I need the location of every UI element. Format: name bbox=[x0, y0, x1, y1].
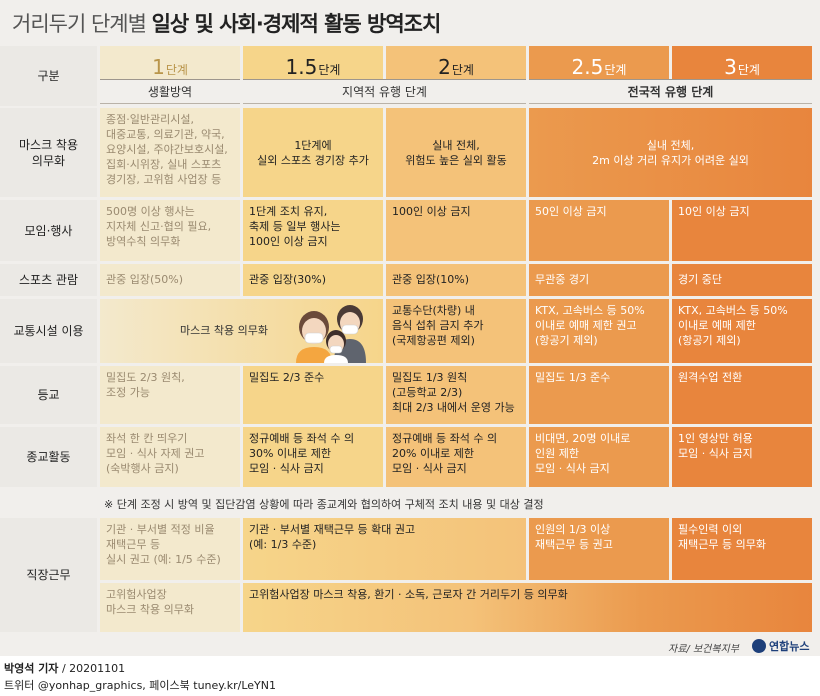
yonhap-logo: 연합뉴스 bbox=[752, 638, 809, 654]
level-2-num: 2 bbox=[438, 55, 451, 79]
credit-line: 박영석 기자 / 20201101 bbox=[4, 660, 125, 676]
school-level-1: 밀집도 2/3 원칙, 조정 가능 bbox=[100, 366, 240, 424]
level-1-5-unit: 단계 bbox=[318, 63, 341, 77]
sports-level-3: 경기 중단 bbox=[672, 264, 812, 296]
level-1-5-header: 1.5 단계 bbox=[243, 46, 383, 79]
religion-level-2-5: 비대면, 20명 이내로 인원 제한 모임 · 식사 금지 bbox=[529, 427, 669, 487]
phase-routine: 생활방역 bbox=[100, 79, 240, 104]
religion-level-2: 정규예배 등 좌석 수 의 20% 이내로 제한 모임 · 식사 금지 bbox=[386, 427, 526, 487]
work-highrisk-level-1-5-3: 고위험사업장 마스크 착용, 환기 · 소독, 근로자 간 거리두기 등 의무화 bbox=[243, 583, 812, 632]
level-3-num: 3 bbox=[724, 55, 737, 79]
sports-level-2: 관중 입장(10%) bbox=[386, 264, 526, 296]
gathering-level-2-5: 50인 이상 금지 bbox=[529, 200, 669, 261]
level-2-5-unit: 단계 bbox=[604, 63, 627, 77]
school-level-2: 밀집도 1/3 원칙 (고등학교 2/3) 최대 2/3 내에서 운영 가능 bbox=[386, 366, 526, 424]
mask-level-1-5: 1단계에 실외 스포츠 경기장 추가 bbox=[243, 108, 383, 197]
header-label: 구분 bbox=[0, 46, 97, 106]
religion-level-1-5: 정규예배 등 좌석 수 의 30% 이내로 제한 모임 · 식사 금지 bbox=[243, 427, 383, 487]
sports-level-1-5: 관중 입장(30%) bbox=[243, 264, 383, 296]
level-1-num: 1 bbox=[152, 55, 165, 79]
work-remote-level-2-5: 인원의 1/3 이상 재택근무 등 권고 bbox=[529, 518, 669, 580]
page-title: 거리두기 단계별 일상 및 사회·경제적 활동 방역조치 bbox=[12, 8, 442, 38]
religion-level-3: 1인 영상만 허용 모임 · 식사 금지 bbox=[672, 427, 812, 487]
transport-level-2: 교통수단(차량) 내 음식 섭취 금지 추가 (국제항공편 제외) bbox=[386, 299, 526, 363]
title-light: 거리두기 단계별 bbox=[12, 12, 147, 36]
row-label-religion: 종교활동 bbox=[0, 427, 97, 487]
sports-level-2-5: 무관중 경기 bbox=[529, 264, 669, 296]
title-bold: 일상 및 사회·경제적 활동 방역조치 bbox=[151, 12, 442, 36]
level-3-header: 3 단계 bbox=[672, 46, 812, 79]
row-label-sports: 스포츠 관람 bbox=[0, 264, 97, 296]
gathering-level-3: 10인 이상 금지 bbox=[672, 200, 812, 261]
row-label-transport: 교통시설 이용 bbox=[0, 299, 97, 363]
people-with-masks-icon bbox=[296, 305, 366, 363]
mask-level-2-5-3: 실내 전체, 2m 이상 거리 유지가 어려운 실외 bbox=[529, 108, 812, 197]
yonhap-logo-icon bbox=[752, 639, 766, 653]
level-1-unit: 단계 bbox=[165, 63, 188, 77]
credit-author: 박영석 기자 bbox=[4, 662, 59, 675]
row-label-school: 등교 bbox=[0, 366, 97, 424]
school-level-2-5: 밀집도 1/3 준수 bbox=[529, 366, 669, 424]
work-remote-level-1: 기관 · 부서별 적정 비율 재택근무 등 실시 권고 (예: 1/5 수준) bbox=[100, 518, 240, 580]
mask-level-1: 종점·일반관리시설, 대중교통, 의료기관, 약국, 요양시설, 주야간보호시설… bbox=[100, 108, 240, 197]
level-2-5-num: 2.5 bbox=[571, 55, 604, 79]
sports-level-1: 관중 입장(50%) bbox=[100, 264, 240, 296]
transport-level-2-5: KTX, 고속버스 등 50% 이내로 예매 제한 권고 (항공기 제외) bbox=[529, 299, 669, 363]
gathering-level-2: 100인 이상 금지 bbox=[386, 200, 526, 261]
school-level-3: 원격수업 전환 bbox=[672, 366, 812, 424]
level-3-unit: 단계 bbox=[737, 63, 760, 77]
gathering-level-1-5: 1단계 조치 유지, 축제 등 일부 행사는 100인 이상 금지 bbox=[243, 200, 383, 261]
level-1-5-num: 1.5 bbox=[285, 55, 318, 79]
gathering-level-1: 500명 이상 행사는 지자체 신고·협의 필요, 방역수칙 의무화 bbox=[100, 200, 240, 261]
phase-national: 전국적 유행 단계 bbox=[529, 79, 812, 104]
work-highrisk-level-1: 고위험사업장 마스크 착용 의무화 bbox=[100, 583, 240, 632]
row-label-work: 직장근무 bbox=[0, 518, 97, 632]
credit-date: / 20201101 bbox=[61, 662, 126, 675]
school-level-1-5: 밀집도 2/3 준수 bbox=[243, 366, 383, 424]
mask-level-2: 실내 전체, 위험도 높은 실외 활동 bbox=[386, 108, 526, 197]
work-remote-level-1-5-2: 기관 · 부서별 재택근무 등 확대 권고 (예: 1/3 수준) bbox=[243, 518, 526, 580]
row-label-mask: 마스크 착용 의무화 bbox=[0, 108, 97, 197]
work-remote-level-3: 필수인력 이외 재택근무 등 의무화 bbox=[672, 518, 812, 580]
social-line: 트위터 @yonhap_graphics, 페이스북 tuney.kr/LeYN… bbox=[4, 679, 276, 692]
level-2-unit: 단계 bbox=[451, 63, 474, 77]
yonhap-logo-text: 연합뉴스 bbox=[769, 640, 810, 653]
transport-mask-text: 마스크 착용 의무화 bbox=[180, 324, 268, 337]
level-2-header: 2 단계 bbox=[386, 46, 526, 79]
transport-level-3: KTX, 고속버스 등 50% 이내로 예매 제한 (항공기 제외) bbox=[672, 299, 812, 363]
level-1-header: 1 단계 bbox=[100, 46, 240, 79]
transport-level-1-1-5: 마스크 착용 의무화 bbox=[100, 299, 383, 363]
source-text: 자료/ 보건복지부 bbox=[668, 644, 739, 655]
row-label-gathering: 모임·행사 bbox=[0, 200, 97, 261]
religion-note: ※ 단계 조정 시 방역 및 집단감염 상황에 따라 종교계와 협의하여 구체적… bbox=[104, 498, 544, 511]
religion-level-1: 좌석 한 칸 띄우기 모임 · 식사 자제 권고 (숙박행사 금지) bbox=[100, 427, 240, 487]
level-2-5-header: 2.5 단계 bbox=[529, 46, 669, 79]
phase-regional: 지역적 유행 단계 bbox=[243, 79, 526, 104]
